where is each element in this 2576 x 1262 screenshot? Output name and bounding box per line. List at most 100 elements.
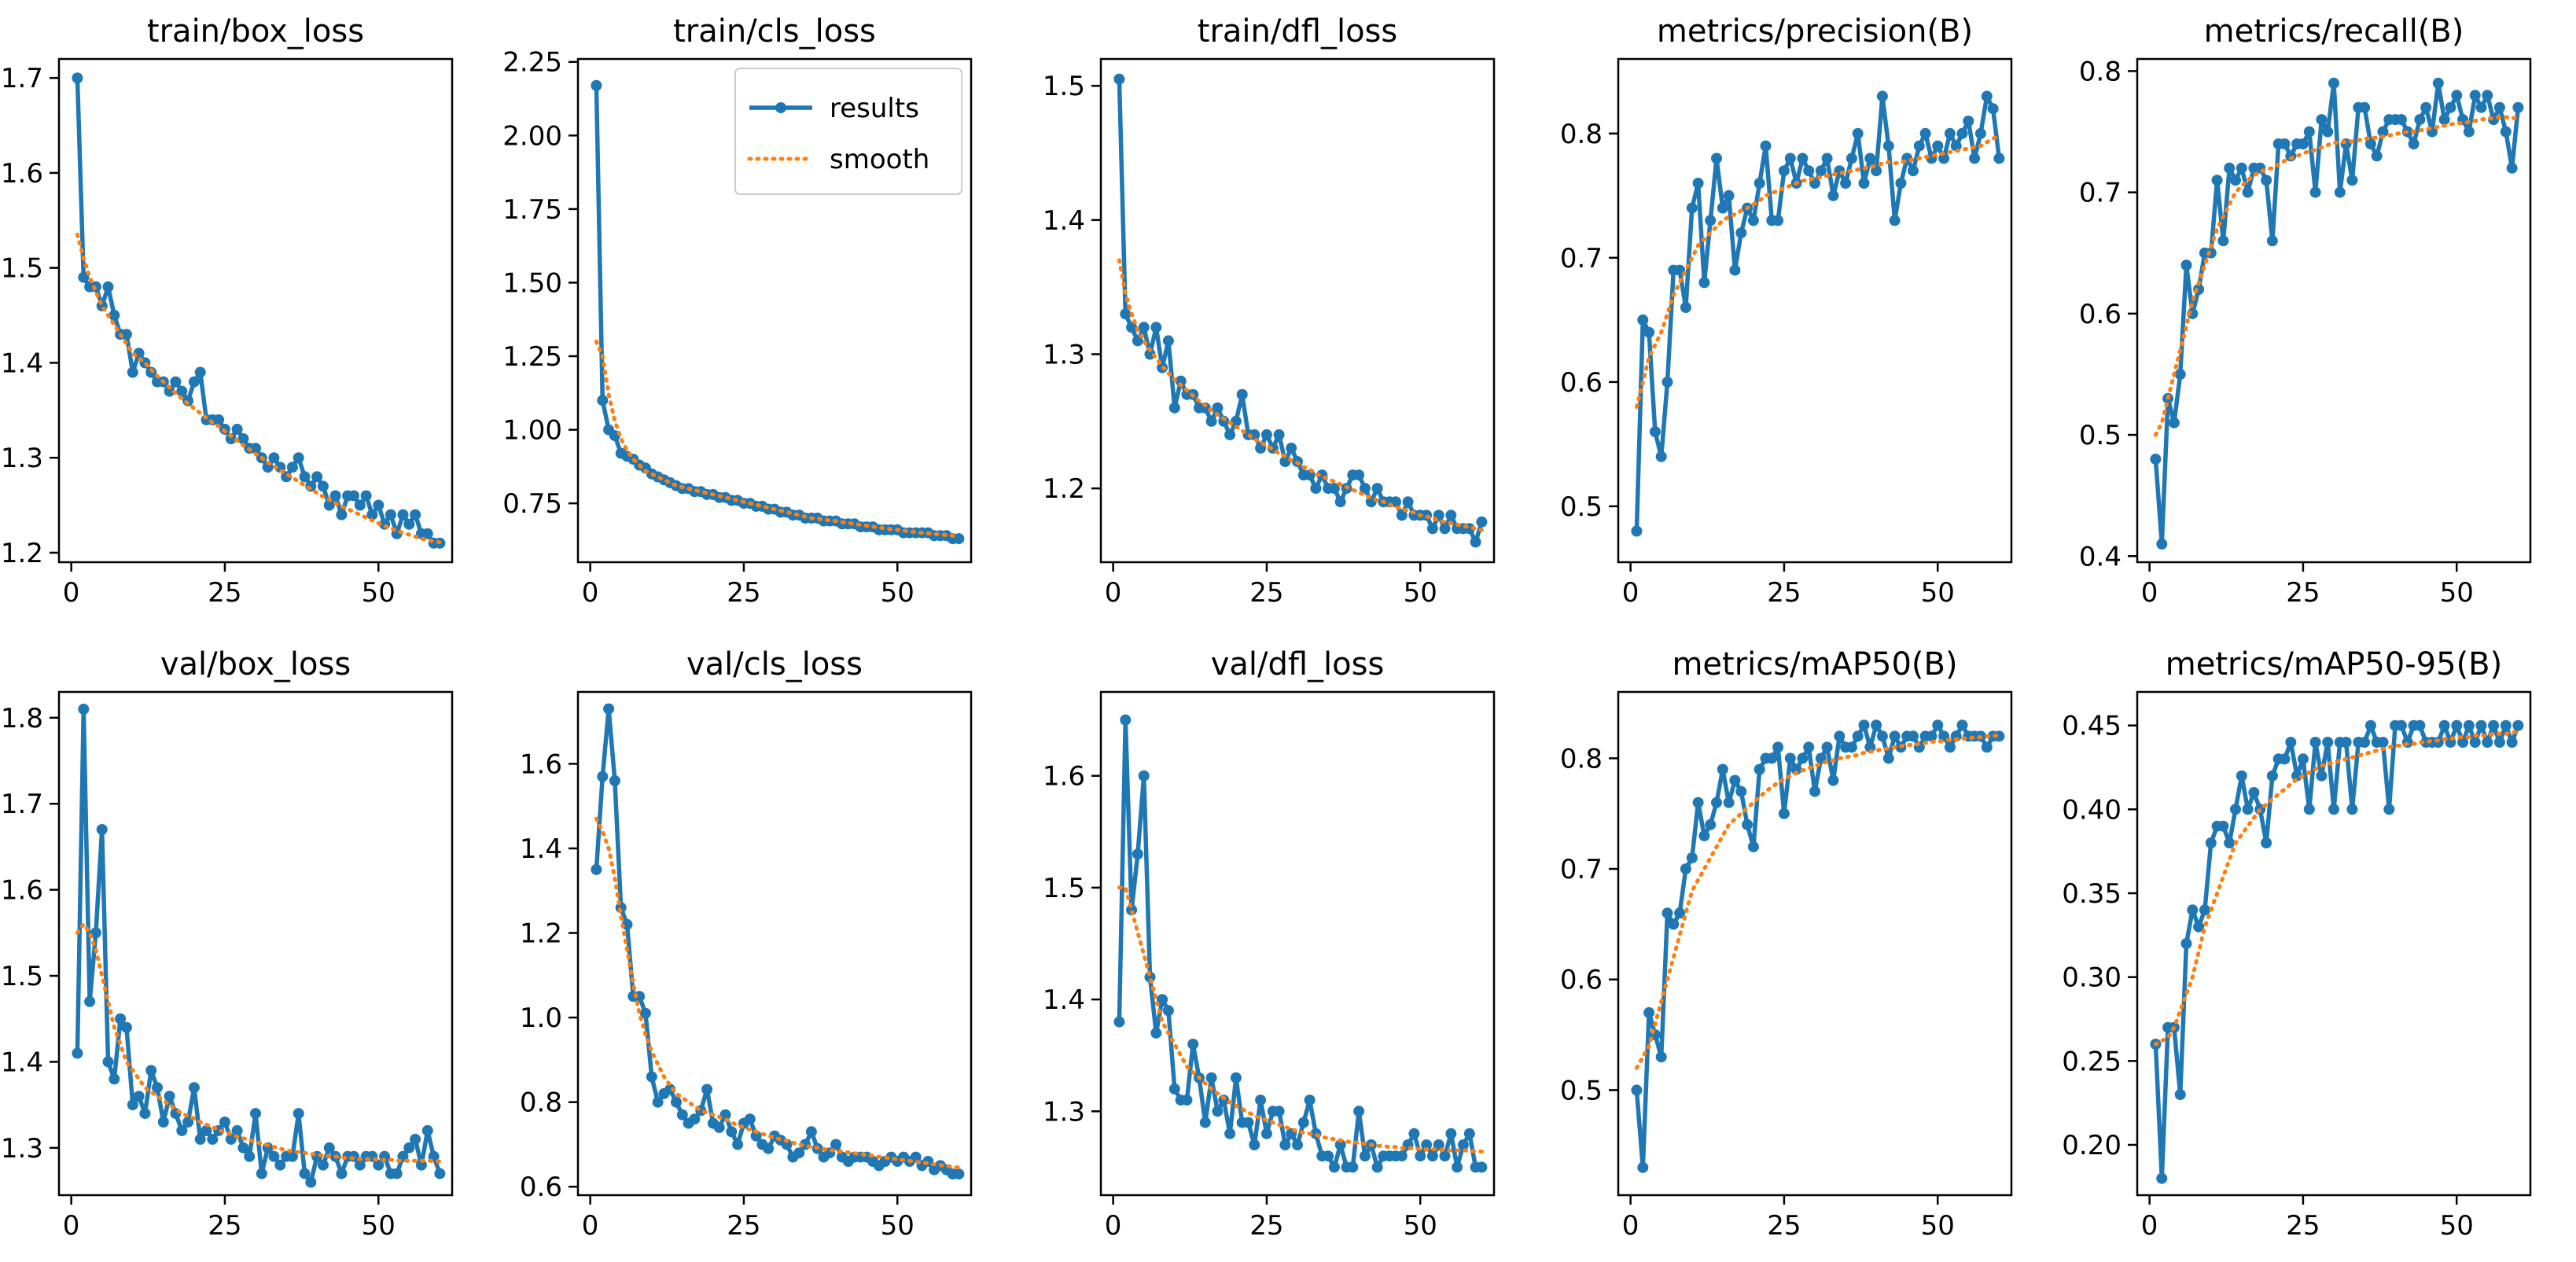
results-data-point — [2297, 753, 2309, 765]
results-data-point — [1956, 719, 1968, 731]
y-tick-label: 0.20 — [2062, 1130, 2122, 1161]
results-data-point — [1692, 797, 1704, 808]
results-series-line — [594, 706, 959, 1176]
results-data-point — [250, 1108, 261, 1120]
x-tick-label: 0 — [1622, 577, 1639, 609]
results-data-point — [646, 1071, 657, 1083]
results-data-point — [1735, 786, 1747, 797]
results-data-point — [84, 995, 96, 1007]
results-data-point — [2279, 753, 2291, 765]
results-data-point — [2316, 114, 2328, 126]
results-data-point — [231, 423, 243, 435]
plot-val-dfl-loss: val/dfl_loss 0 25 50 1.3 1.4 1.5 1.6 — [1043, 646, 1496, 1242]
axes-frame — [576, 690, 973, 1197]
results-data-point — [219, 1117, 230, 1128]
plot-metrics-precision-b: metrics/precision(B) 0 25 50 0.5 0.6 0.7 0.8 — [1560, 13, 2013, 609]
results-data-point — [1747, 841, 1759, 852]
x-tick-label: 25 — [727, 577, 760, 609]
results-data-point — [1815, 165, 1827, 177]
axes-frame — [57, 690, 454, 1197]
y-tick-label: 1.3 — [1, 1133, 43, 1164]
y-tick-label: 0.6 — [520, 1172, 562, 1203]
results-data-point — [1371, 1161, 1383, 1173]
results-data-point — [2414, 114, 2426, 126]
results-data-point — [1415, 1150, 1426, 1162]
results-data-point — [1834, 730, 1846, 742]
results-data-point — [2506, 162, 2518, 174]
results-data-point — [1439, 1150, 1451, 1162]
results-data-point — [391, 1168, 403, 1179]
results-data-point — [244, 1150, 256, 1162]
results-data-point — [2236, 162, 2247, 174]
results-data-point — [1212, 1106, 1224, 1117]
results-data-point — [2432, 77, 2444, 89]
results-data-point — [805, 1126, 817, 1138]
results-data-point — [176, 385, 188, 397]
results-data-point — [127, 1099, 138, 1111]
results-data-point — [2469, 737, 2481, 748]
results-data-point — [1445, 1128, 1457, 1139]
y-tick-label: 0.25 — [2062, 1046, 2122, 1077]
results-data-point — [1876, 730, 1888, 742]
y-tick-label: 1.5 — [1043, 873, 1085, 904]
results-data-point — [2475, 101, 2487, 113]
results-data-point — [1680, 863, 1691, 875]
results-data-point — [2230, 175, 2241, 186]
results-data-point — [2383, 804, 2395, 815]
results-data-point — [1895, 178, 1907, 189]
y-tick-label: 0.6 — [1560, 367, 1603, 399]
results-data-point — [305, 1176, 317, 1188]
results-data-point — [2279, 138, 2291, 149]
y-tick-label: 1.6 — [1, 875, 43, 907]
results-data-point — [188, 1082, 200, 1094]
results-data-point — [176, 1124, 188, 1136]
results-data-point — [1396, 1150, 1408, 1162]
results-data-point — [2285, 737, 2297, 748]
results-data-point — [109, 1073, 120, 1085]
results-data-point — [1932, 140, 1944, 152]
results-data-point — [1439, 523, 1451, 535]
results-data-point — [1827, 189, 1839, 201]
results-data-point — [1809, 786, 1820, 797]
axes-frame — [576, 57, 973, 564]
results-data-point — [286, 1150, 298, 1162]
results-data-point — [115, 1013, 127, 1025]
results-data-point — [157, 1117, 169, 1128]
results-data-point — [1876, 90, 1888, 102]
results-data-point — [1729, 774, 1741, 786]
results-series-line — [2153, 723, 2520, 1181]
results-data-point — [1631, 1084, 1643, 1096]
y-tick-label: 2.25 — [502, 47, 562, 79]
y-tick-label: 0.7 — [1560, 854, 1603, 885]
y-tick-label: 0.8 — [1560, 119, 1603, 150]
y-tick-label: 0.8 — [520, 1087, 562, 1119]
plot-title: val/cls_loss — [686, 646, 863, 683]
results-data-point — [170, 376, 182, 388]
results-data-point — [1138, 770, 1150, 782]
results-data-point — [2488, 719, 2500, 731]
results-data-point — [1963, 116, 1974, 127]
results-data-point — [299, 471, 311, 483]
results-data-point — [2322, 737, 2334, 748]
results-data-point — [1803, 165, 1815, 177]
results-data-point — [597, 395, 609, 407]
results-data-point — [1273, 429, 1285, 440]
results-data-point — [2482, 90, 2493, 101]
results-series-line — [2153, 81, 2521, 546]
results-data-point — [1279, 456, 1291, 467]
results-data-point — [2500, 719, 2512, 731]
results-data-point — [317, 1159, 329, 1171]
results-data-point — [1181, 1095, 1193, 1106]
y-tick-label: 2.00 — [502, 120, 562, 152]
results-data-point — [1662, 376, 1673, 388]
results-data-point — [2180, 259, 2192, 271]
plot-title: metrics/mAP50(B) — [1672, 646, 1957, 683]
results-data-point — [793, 1147, 805, 1159]
x-tick-label: 50 — [1921, 1210, 1955, 1242]
results-data-point — [201, 1124, 212, 1136]
results-data-point — [1126, 322, 1138, 333]
axes-frame — [1099, 57, 1496, 564]
y-tick-label: 1.7 — [1, 63, 43, 94]
results-data-point — [1729, 264, 1741, 276]
axes-frame — [57, 57, 454, 564]
